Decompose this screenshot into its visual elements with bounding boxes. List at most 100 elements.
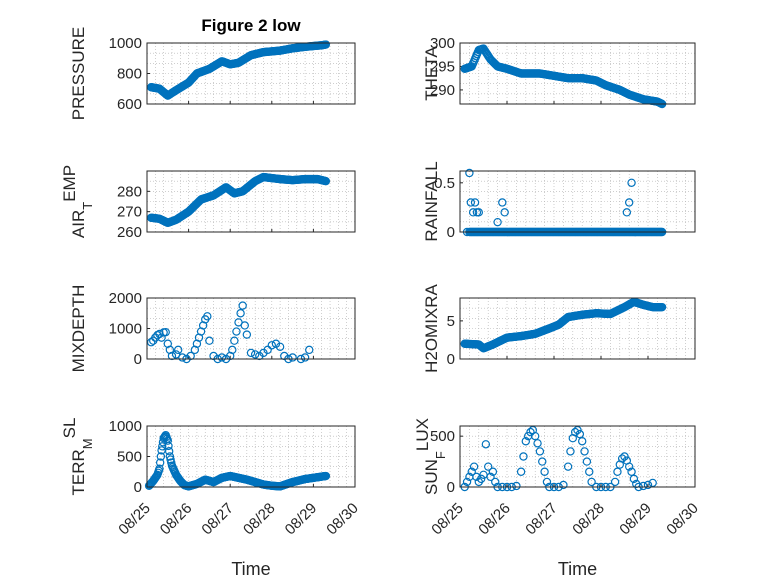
data-point [305, 345, 314, 355]
x-tick-label: 08/26 [157, 500, 196, 539]
data-point [321, 176, 331, 186]
data-point [275, 342, 285, 351]
data-point [610, 477, 620, 487]
series-pressure [146, 40, 331, 100]
data-point [476, 474, 486, 484]
data-point [156, 452, 166, 461]
y-tick-label: 1000 [109, 418, 142, 435]
data-point [158, 442, 167, 451]
x-tick-label: 08/28 [240, 500, 279, 539]
data-point [625, 462, 634, 471]
y-tick-label: 800 [117, 66, 142, 83]
data-point [566, 447, 575, 456]
data-point [232, 327, 241, 336]
data-point [498, 198, 507, 207]
series-air_temp [146, 172, 331, 228]
data-point [155, 458, 165, 467]
y-axis-label: H2OMIXRA [422, 283, 441, 372]
data-point [462, 477, 472, 487]
data-point [469, 462, 479, 471]
y-tick-label: 280 [117, 183, 142, 200]
y-tick-label: 1000 [109, 35, 142, 52]
x-tick-label: 08/29 [282, 500, 321, 539]
series-h2omixra [460, 297, 667, 353]
data-point [486, 472, 495, 482]
data-point [488, 467, 498, 476]
series-mixdepth [146, 301, 314, 364]
data-point [263, 345, 272, 355]
data-point [519, 452, 528, 461]
series-terr_msl [144, 430, 331, 491]
data-point [164, 441, 173, 451]
data-point [493, 217, 502, 227]
x-tick-label: 08/25 [115, 500, 154, 539]
data-point [540, 467, 549, 476]
y-tick-label: 0 [447, 351, 455, 368]
data-point [474, 208, 483, 217]
y-axis-label: AIRTEMP [60, 165, 95, 238]
y-tick-label: 300 [430, 35, 455, 52]
axes-box [146, 425, 356, 488]
data-point [648, 478, 657, 488]
x-tick-label: 08/29 [616, 500, 655, 539]
x-tick-label: 08/27 [198, 500, 237, 539]
axes-box [459, 42, 696, 105]
data-point [620, 452, 629, 461]
panel-terr_msl: 0 500 1000 08/25 08/26 08/27 08/28 08/29 08/30 TE… [60, 418, 362, 579]
data-point [617, 454, 627, 463]
data-point [639, 481, 648, 491]
data-point [205, 336, 214, 345]
y-tick-label: 2000 [109, 290, 142, 307]
y-axis-label: PRESSURE [69, 27, 88, 121]
data-point [230, 336, 239, 345]
x-tick-label: 08/30 [663, 500, 702, 539]
data-point [516, 467, 526, 476]
panel-sun_flux: 0 500 08/25 08/26 08/27 08/28 08/29 08/30 SUNFLU… [413, 418, 702, 579]
data-point [203, 312, 212, 321]
axes-box [459, 170, 696, 233]
y-axis-label: THETA [422, 46, 441, 101]
data-point [535, 447, 545, 456]
data-point [575, 429, 585, 439]
data-point [585, 467, 594, 476]
data-point [236, 309, 245, 318]
x-axis-label: Time [231, 559, 270, 579]
data-point [481, 440, 491, 449]
data-point [580, 447, 589, 456]
y-tick-label: 270 [117, 204, 142, 221]
panel-air_temp: 260 270 280 AIRTEMP [60, 165, 356, 241]
panel-pressure: 600 800 1000 PRESSURE [69, 27, 356, 121]
data-point [161, 327, 170, 337]
y-axis-label: SUNFLUX [413, 418, 448, 495]
data-point [625, 198, 634, 207]
data-point [466, 198, 476, 207]
data-point [531, 431, 540, 441]
panel-mixdepth: 0 1000 2000 MIXDEPTH [69, 285, 356, 373]
x-axis-label: Time [558, 559, 597, 579]
data-point [146, 338, 156, 347]
y-tick-label: 0 [134, 351, 142, 368]
y-tick-label: 500 [117, 449, 142, 466]
data-point [250, 350, 260, 359]
data-point [164, 447, 174, 456]
data-point [165, 452, 175, 461]
data-point [627, 178, 636, 188]
y-tick-label: 0 [134, 479, 142, 496]
data-point [484, 462, 493, 471]
data-point [157, 333, 166, 342]
data-point [533, 439, 542, 448]
data-point [167, 351, 177, 361]
y-axis-label: MIXDEPTH [69, 285, 88, 373]
data-point [582, 457, 592, 466]
data-point [238, 301, 247, 310]
data-point [542, 477, 552, 487]
data-point [186, 351, 195, 361]
x-tick-label: 08/30 [323, 500, 362, 539]
data-point [563, 462, 573, 471]
y-tick-label: 500 [430, 428, 455, 445]
series-rainfall [462, 168, 667, 237]
data-point [521, 437, 531, 446]
panel-h2omixra: 0 5 H2OMIXRA [422, 283, 696, 373]
